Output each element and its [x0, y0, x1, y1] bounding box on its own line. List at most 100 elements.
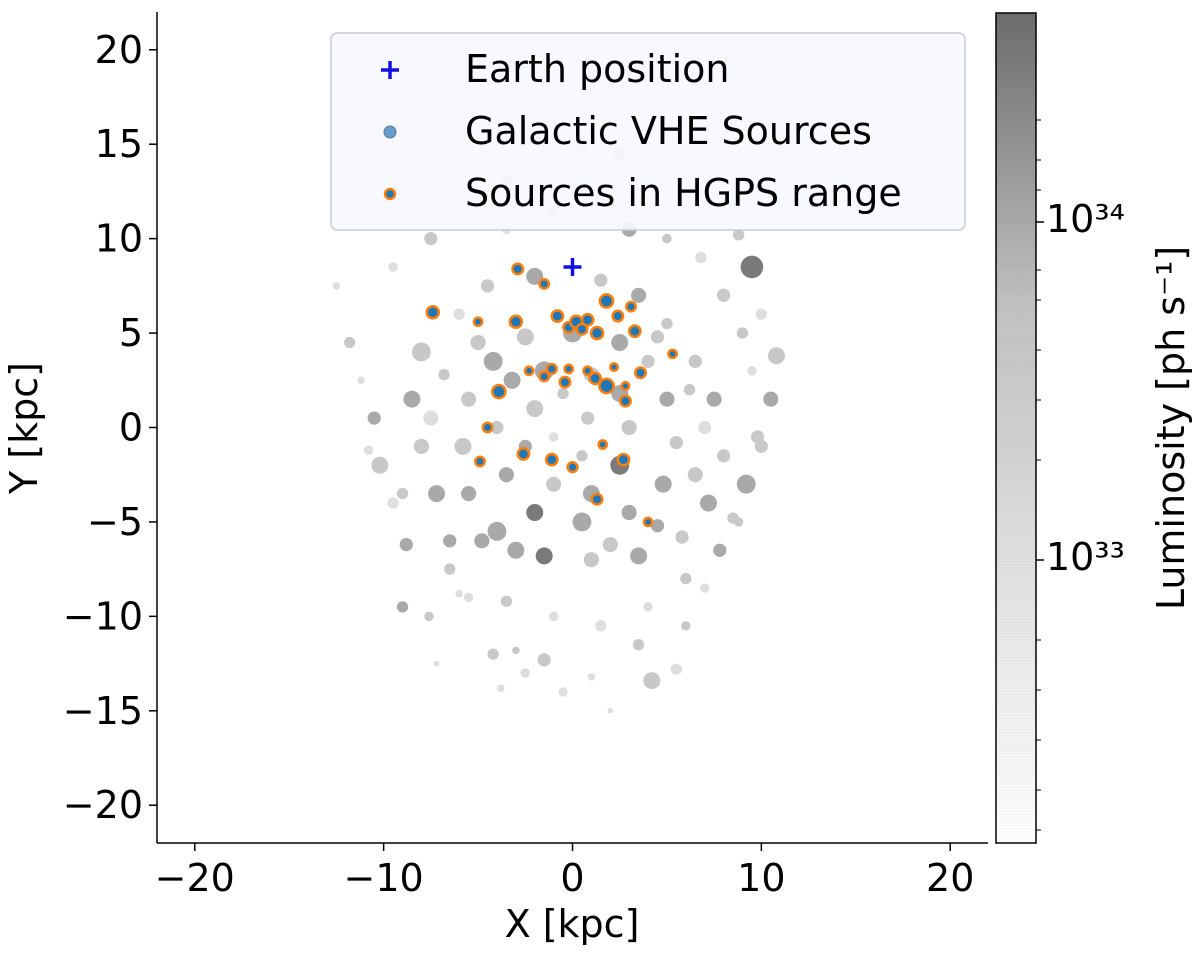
hgps-source-point — [616, 452, 631, 467]
colorbar-bands — [996, 15, 1036, 842]
vhe-source-point — [498, 467, 514, 483]
hgps-source-point — [490, 383, 507, 400]
vhe-source-point — [675, 530, 689, 544]
vhe-source-point — [747, 366, 757, 376]
vhe-source-point — [736, 327, 749, 339]
vhe-source-point — [396, 487, 409, 500]
x-tick-label: 10 — [737, 856, 785, 900]
vhe-source-point — [659, 391, 675, 407]
hgps-source-point — [633, 366, 648, 380]
vhe-source-point — [699, 494, 717, 512]
hgps-source-point — [516, 447, 531, 461]
vhe-source-point — [587, 673, 596, 681]
hgps-source-point — [558, 375, 572, 389]
vhe-source-point — [583, 552, 599, 568]
vhe-source-point — [438, 368, 450, 381]
colorbar-tick-label-1e34: 10³⁴ — [1046, 197, 1125, 241]
x-tick-label: −20 — [155, 856, 235, 900]
vhe-source-point — [548, 432, 559, 442]
vhe-source-point — [576, 450, 588, 462]
vhe-source-point — [683, 384, 696, 396]
vhe-source-point — [558, 687, 568, 697]
vhe-source-point — [698, 420, 712, 435]
vhe-source-point — [733, 229, 745, 241]
y-tick-label: 15 — [95, 122, 143, 166]
vhe-source-point — [630, 547, 648, 565]
vhe-source-point — [500, 595, 513, 607]
hgps-source-point — [609, 362, 620, 373]
vhe-source-point — [669, 435, 683, 450]
vhe-source-point — [480, 279, 495, 293]
hgps-source-point — [508, 314, 524, 330]
vhe-source-point — [611, 334, 629, 352]
vhe-source-point — [423, 410, 439, 426]
vhe-source-point — [641, 354, 655, 369]
hgps-source-point — [544, 452, 559, 467]
vhe-source-point — [557, 387, 569, 400]
vhe-source-point — [411, 342, 431, 362]
hgps-source-point — [625, 300, 638, 313]
y-tick-label: −15 — [63, 689, 143, 733]
earth-position-marker — [563, 257, 582, 276]
colorbar-tick-label-1e33: 10³³ — [1046, 535, 1125, 579]
y-tick-label: −20 — [63, 783, 143, 827]
vhe-source-point — [371, 456, 389, 474]
colorbar: 10³⁴ 10³³ Luminosity [ph s⁻¹] — [995, 12, 1193, 844]
vhe-source-point — [763, 391, 779, 407]
vhe-source-point — [455, 589, 463, 598]
vhe-source-point — [470, 334, 486, 351]
vhe-source-point — [388, 262, 398, 272]
vhe-source-point — [572, 512, 592, 532]
vhe-source-point — [474, 533, 490, 549]
vhe-source-point — [516, 328, 534, 346]
vhe-source-point — [512, 646, 520, 655]
y-axis-label: Y [kpc] — [2, 362, 46, 495]
vhe-source-point — [695, 251, 707, 264]
vhe-source-point — [363, 445, 374, 455]
vhe-source-point — [631, 287, 647, 303]
hgps-source-point — [481, 421, 494, 434]
vhe-source-point — [650, 330, 665, 344]
legend-label-hgps: Sources in HGPS range — [465, 171, 902, 215]
hgps-source-point — [611, 309, 625, 323]
legend-box — [330, 32, 966, 231]
plot-axes: −20 −10 0 10 20 −20 −15 −10 −5 0 5 10 15 20 — [63, 12, 988, 900]
vhe-source-point — [621, 504, 637, 521]
vhe-source-point — [767, 347, 785, 365]
hgps-source-point — [618, 394, 632, 408]
hgps-source-point — [598, 377, 615, 395]
vhe-source-point — [687, 467, 703, 483]
colorbar-frame — [995, 12, 1037, 844]
vhe-source-point — [546, 476, 562, 492]
vhe-source-point — [424, 232, 438, 246]
vhe-source-point — [688, 354, 702, 369]
legend-hgps-marker — [383, 187, 397, 201]
vhe-source-point — [343, 336, 356, 349]
vhe-source-point — [548, 611, 559, 622]
vhe-source-point — [706, 391, 722, 407]
x-tick-label: 20 — [926, 856, 974, 900]
y-tick-label: 20 — [95, 28, 143, 72]
vhe-source-point — [621, 419, 637, 436]
vhe-source-point — [483, 351, 503, 371]
x-tick-label: 0 — [560, 856, 584, 900]
hgps-source-point — [597, 439, 609, 450]
vhe-source-point — [444, 563, 456, 575]
vhe-source-point — [461, 391, 477, 407]
vhe-source-point — [733, 517, 744, 527]
hgps-source-point — [538, 277, 551, 290]
x-axis-label: X [kpc] — [505, 902, 640, 946]
vhe-source-point — [526, 503, 544, 521]
vhe-source-point — [670, 663, 683, 675]
vhe-source-point — [755, 308, 768, 320]
hgps-source-point — [563, 363, 575, 375]
vhe-source-point — [602, 537, 618, 553]
legend-label-earth: Earth position — [465, 47, 730, 91]
vhe-source-point — [535, 547, 553, 565]
hgps-source-point — [511, 262, 525, 276]
hgps-source-point — [667, 348, 679, 360]
vhe-source-point — [387, 497, 399, 509]
hgps-source-point — [642, 516, 654, 528]
hgps-source-point — [589, 325, 605, 341]
vhe-source-point — [713, 543, 727, 557]
